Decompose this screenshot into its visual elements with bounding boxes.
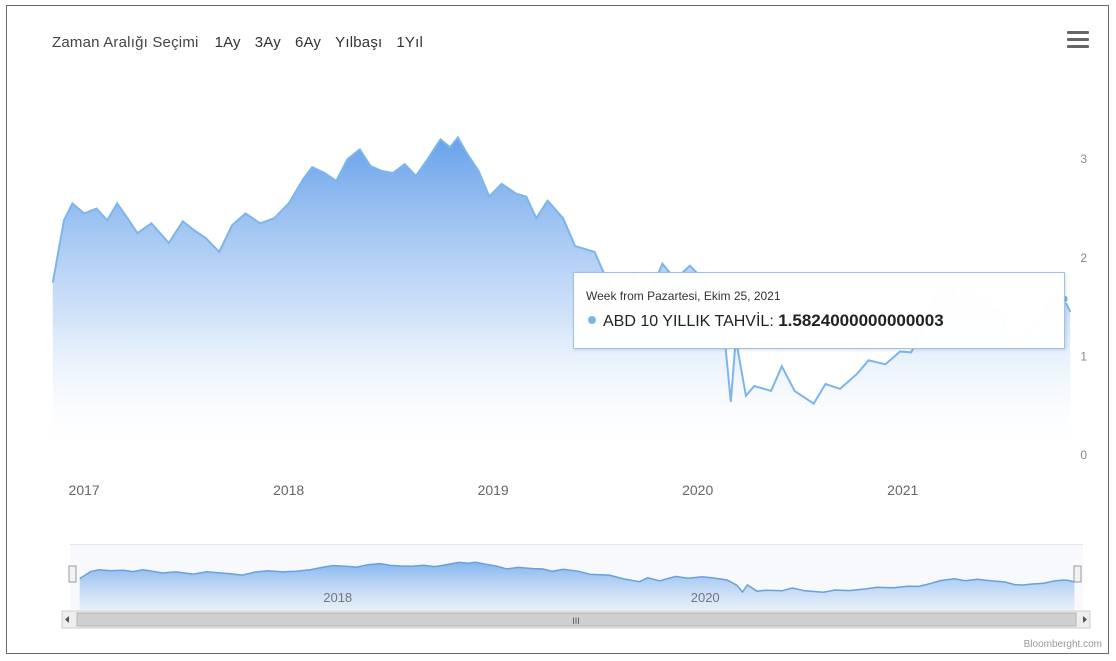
tooltip-header: Week from Pazartesi, Ekim 25, 2021 <box>586 289 781 303</box>
range-button-1yil[interactable]: 1Yıl <box>396 33 424 51</box>
scroll-right-arrow-icon[interactable] <box>1083 616 1087 623</box>
navigator[interactable]: 2018 2020 III <box>61 544 1091 629</box>
range-selector-label: Zaman Aralığı Seçimi <box>52 33 199 51</box>
navigator-line <box>79 561 1075 594</box>
scrollbar-thumb[interactable] <box>76 612 1077 627</box>
navigator-area <box>79 562 1075 610</box>
series-area-fill <box>52 137 1071 455</box>
navigator-left-handle[interactable] <box>68 565 77 583</box>
range-selector: Zaman Aralığı Seçimi 1Ay 3Ay 6Ay Yılbaşı… <box>52 30 437 54</box>
navigator-year-label: 2018 <box>323 590 352 605</box>
credits-link[interactable]: Bloomberght.com <box>1023 639 1102 650</box>
range-button-ytd[interactable]: Yılbaşı <box>335 33 383 51</box>
scrollbar-grip: III <box>572 616 580 626</box>
x-axis: 2017 2018 2019 2020 2021 <box>69 482 919 498</box>
hamburger-menu-icon[interactable] <box>1067 31 1089 51</box>
tooltip: Week from Pazartesi, Ekim 25, 2021 ABD 1… <box>573 272 1065 349</box>
tooltip-value: 1.5824000000000003 <box>778 311 944 330</box>
range-button-6ay[interactable]: 6Ay <box>294 33 322 51</box>
y-tick-label: 2 <box>1080 251 1087 265</box>
scroll-left-arrow-icon[interactable] <box>65 616 69 623</box>
y-tick-label: 3 <box>1080 152 1087 166</box>
y-tick-label: 0 <box>1080 448 1087 462</box>
y-axis: 0 1 2 3 <box>1080 152 1087 462</box>
range-button-1ay[interactable]: 1Ay <box>214 33 241 51</box>
x-tick-label: 2021 <box>887 482 918 498</box>
y-tick-label: 1 <box>1080 349 1087 363</box>
x-tick-label: 2018 <box>273 482 304 498</box>
navigator-year-label: 2020 <box>691 590 720 605</box>
series-dot-icon <box>588 315 596 324</box>
x-tick-label: 2019 <box>478 482 509 498</box>
x-tick-label: 2020 <box>682 482 713 498</box>
tooltip-row: ABD 10 YILLIK TAHVİL: 1.5824000000000003 <box>588 311 944 331</box>
range-button-3ay[interactable]: 3Ay <box>254 33 281 51</box>
tooltip-series-label: ABD 10 YILLIK TAHVİL: <box>603 313 774 330</box>
x-tick-label: 2017 <box>69 482 100 498</box>
navigator-right-handle[interactable] <box>1073 565 1082 583</box>
